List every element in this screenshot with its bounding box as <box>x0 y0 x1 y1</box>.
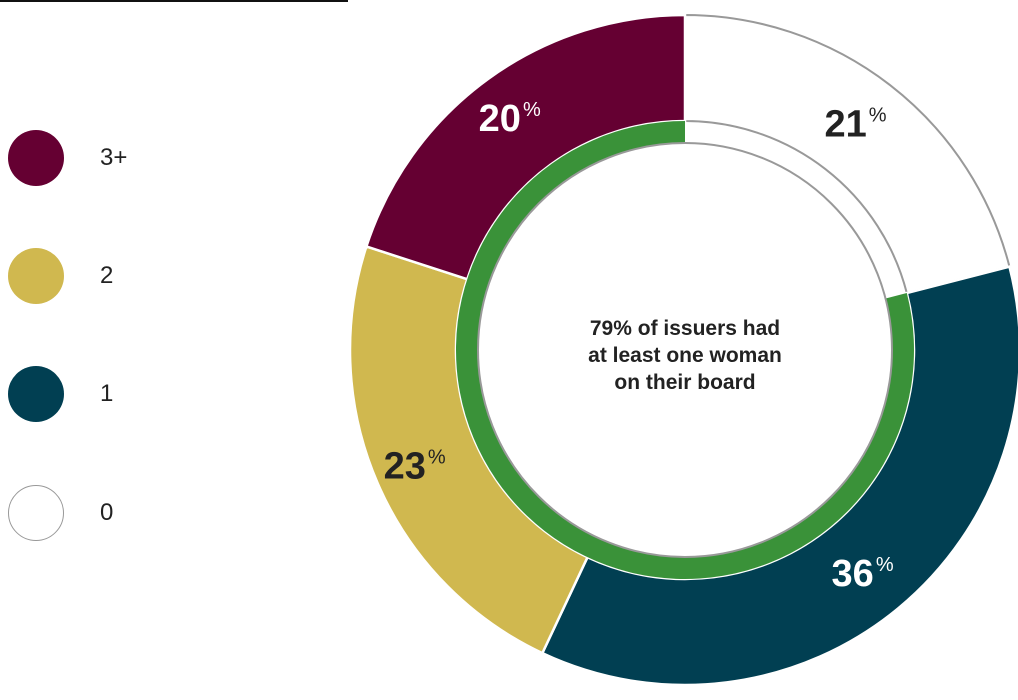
donut-slices <box>348 13 1018 687</box>
legend-swatch-3plus <box>8 130 64 186</box>
legend-swatch-1 <box>8 366 64 422</box>
slice-label-0: 21% <box>824 103 886 145</box>
center-text-line-3: on their board <box>614 371 755 394</box>
legend-item-1: 1 <box>8 366 188 422</box>
center-text-line-1: 79% of issuers had <box>590 317 780 340</box>
legend-label-0: 0 <box>100 499 114 526</box>
legend-label-1: 1 <box>100 380 114 407</box>
slice-label-2: 23% <box>384 445 446 487</box>
slice-label-3plus: 20% <box>479 98 541 140</box>
top-rule <box>0 0 348 2</box>
center-disc <box>477 142 893 558</box>
legend-label-2: 2 <box>100 262 114 289</box>
legend-item-2: 2 <box>8 248 188 304</box>
legend-item-3plus: 3+ <box>8 130 188 186</box>
legend-swatch-2 <box>8 248 64 304</box>
legend-item-0: 0 <box>8 485 188 541</box>
legend-label-3plus: 3+ <box>100 144 128 171</box>
slice-label-1: 36% <box>832 553 894 595</box>
legend-swatch-0 <box>8 485 64 541</box>
slice-labels: 21 % 36 % 23 % 20% <box>384 98 894 595</box>
slice-0 <box>684 13 1011 295</box>
legend: 3+ 2 1 0 <box>0 0 200 700</box>
center-text-line-2: at least one woman <box>588 344 782 367</box>
